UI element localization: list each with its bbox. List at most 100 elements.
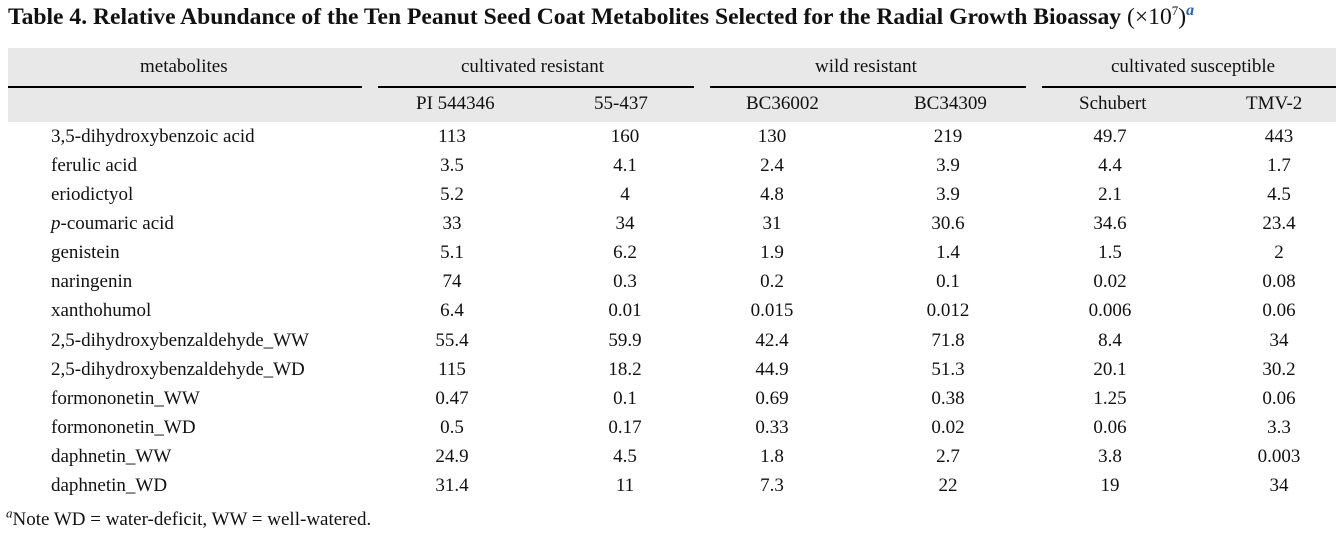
table-cell: 11 xyxy=(615,474,635,496)
row-label-text: -coumaric acid xyxy=(60,213,174,235)
table-cell: 34 xyxy=(1269,329,1289,351)
table-cell: 7.3 xyxy=(760,474,784,496)
row-label-text: eriodictyol xyxy=(51,184,134,206)
table-cell: 2.4 xyxy=(760,155,784,177)
table-cell: 0.2 xyxy=(760,271,784,293)
table-cell: 24.9 xyxy=(435,445,469,467)
table-cell: 74 xyxy=(442,271,462,293)
row-label: eriodictyol xyxy=(51,184,133,206)
row-label-text: formononetin_WW xyxy=(51,387,200,409)
table-cell: 0.06 xyxy=(1262,300,1296,322)
table-cell: 0.38 xyxy=(931,387,965,409)
column-header-schubert: Schubert xyxy=(1079,93,1147,114)
table-cell: 3.9 xyxy=(936,184,960,206)
table-cell: 0.015 xyxy=(750,300,794,322)
table-title: Table 4. Relative Abundance of the Ten P… xyxy=(8,2,1334,31)
header-row-groups xyxy=(8,48,1336,86)
table-cell: 3.3 xyxy=(1267,416,1291,438)
table-cell: 0.08 xyxy=(1262,271,1296,293)
table-cell: 18.2 xyxy=(608,358,642,380)
group-rule-wild-resistant xyxy=(710,86,1026,88)
row-label: formononetin_WW xyxy=(51,388,200,410)
row-label: 2,5-dihydroxybenzaldehyde_WD xyxy=(51,359,305,381)
row-label: naringenin xyxy=(51,271,132,293)
table-cell: 1.8 xyxy=(760,445,784,467)
row-label-text: genistein xyxy=(51,242,120,264)
column-header-tmv2: TMV-2 xyxy=(1246,93,1303,114)
table-cell: 0.02 xyxy=(1093,271,1127,293)
row-label: daphnetin_WW xyxy=(51,446,171,468)
column-header-pi544346: PI 544346 xyxy=(416,93,495,114)
table-cell: 0.3 xyxy=(613,271,637,293)
row-label: p-coumaric acid xyxy=(51,213,174,235)
table-cell: 4.1 xyxy=(613,155,637,177)
table-cell: 0.06 xyxy=(1262,387,1296,409)
table-cell: 23.4 xyxy=(1262,213,1296,235)
table-cell: 0.1 xyxy=(613,387,637,409)
table-cell: 3.9 xyxy=(936,155,960,177)
table-cell: 0.5 xyxy=(440,416,464,438)
table-cell: 0.69 xyxy=(755,387,789,409)
table-cell: 1.25 xyxy=(1093,387,1127,409)
metabolites-rule xyxy=(8,86,362,88)
title-exponent: 7 xyxy=(1171,3,1179,19)
table-cell: 0.33 xyxy=(755,416,789,438)
table-cell: 4.4 xyxy=(1098,155,1122,177)
table-cell: 6.4 xyxy=(440,300,464,322)
table-cell: 1.5 xyxy=(1098,242,1122,264)
row-label-text: xanthohumol xyxy=(51,300,152,322)
row-label: ferulic acid xyxy=(51,155,137,177)
table-cell: 55.4 xyxy=(435,329,469,351)
title-footnote-marker[interactable]: a xyxy=(1186,2,1195,20)
table-cell: 4.8 xyxy=(760,184,784,206)
header-row-columns xyxy=(8,86,1336,122)
table-cell: 219 xyxy=(933,126,963,147)
column-header-bc36002: BC36002 xyxy=(746,93,819,114)
table-cell: 0.17 xyxy=(608,416,642,438)
table-cell: 160 xyxy=(610,126,640,147)
table-cell: 34 xyxy=(615,213,635,235)
group-header-cultivated-susceptible: cultivated susceptible xyxy=(1111,56,1276,77)
group-rule-cultivated-resistant xyxy=(378,86,694,88)
table-cell: 5.2 xyxy=(440,184,464,206)
table-cell: 115 xyxy=(438,358,466,380)
table-cell: 44.9 xyxy=(755,358,789,380)
table-cell: 2.1 xyxy=(1098,184,1122,206)
table-cell: 19 xyxy=(1100,474,1120,496)
table-cell: 59.9 xyxy=(608,329,642,351)
table-footnote: aNote WD = water-deficit, WW = well-wate… xyxy=(6,505,371,532)
table-cell: 443 xyxy=(1264,126,1294,147)
table-cell: 1.4 xyxy=(936,242,960,264)
table-cell: 31.4 xyxy=(435,474,469,496)
title-multiplier: (×107) xyxy=(1126,3,1187,30)
table-cell: 4 xyxy=(620,184,630,206)
row-label: 3,5-dihydroxybenzoic acid xyxy=(51,126,255,148)
row-label: genistein xyxy=(51,242,120,264)
table-cell: 0.1 xyxy=(936,271,960,293)
table-cell: 8.4 xyxy=(1098,329,1122,351)
table-cell: 5.1 xyxy=(440,242,464,264)
table-cell: 33 xyxy=(442,213,462,235)
table-cell: 4.5 xyxy=(613,445,637,467)
group-header-cultivated-resistant: cultivated resistant xyxy=(461,56,604,77)
row-label-text: ferulic acid xyxy=(51,155,137,177)
table-cell: 34 xyxy=(1269,474,1289,496)
table-cell: 30.6 xyxy=(931,213,965,235)
table-cell: 0.06 xyxy=(1093,416,1127,438)
table-cell: 3.5 xyxy=(440,155,464,177)
table-cell: 113 xyxy=(438,126,466,147)
table-cell: 31 xyxy=(762,213,782,235)
table-cell: 42.4 xyxy=(755,329,789,351)
metabolites-header: metabolites xyxy=(140,56,228,77)
table-cell: 2.7 xyxy=(936,445,960,467)
row-label-text: formononetin_WD xyxy=(51,416,196,438)
table-cell: 0.003 xyxy=(1257,445,1301,467)
row-label-text: daphnetin_WW xyxy=(51,445,172,467)
table-cell: 4.5 xyxy=(1267,184,1291,206)
table-cell: 0.012 xyxy=(926,300,970,322)
table-cell: 20.1 xyxy=(1093,358,1127,380)
row-label: xanthohumol xyxy=(51,300,151,322)
footnote-marker: a xyxy=(6,505,13,521)
table-cell: 0.47 xyxy=(435,387,469,409)
row-label: 2,5-dihydroxybenzaldehyde_WW xyxy=(51,330,309,352)
